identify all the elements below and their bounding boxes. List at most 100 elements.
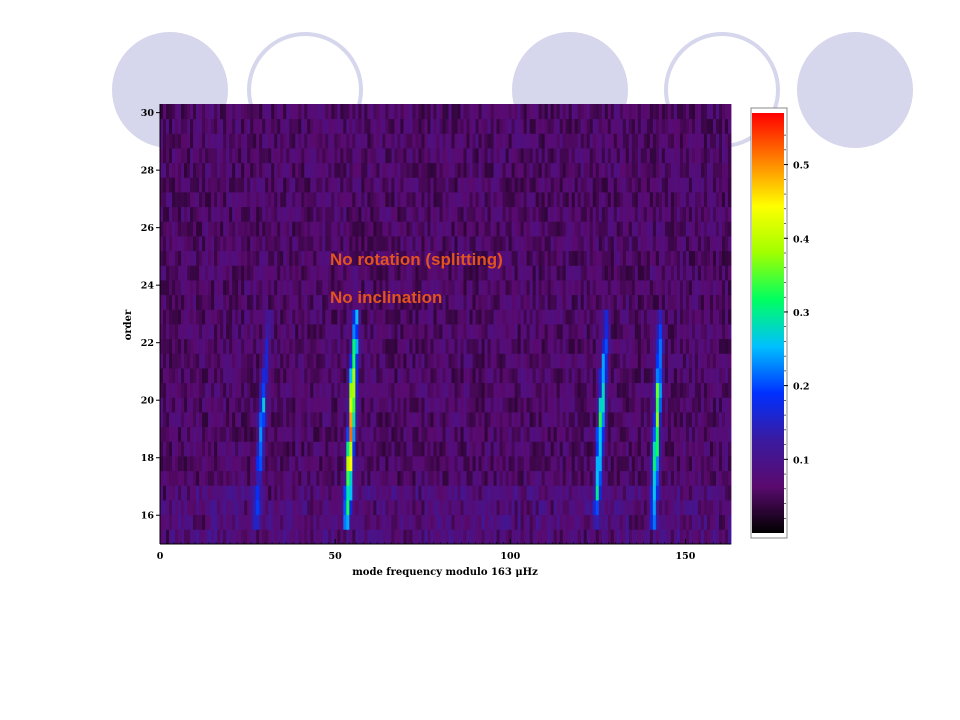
heatmap-cell: [364, 470, 368, 486]
heatmap-cell: [709, 485, 714, 501]
heatmap-cell: [565, 514, 570, 530]
heatmap-cell: [589, 426, 594, 442]
heatmap-cell: [295, 265, 299, 281]
heatmap-cell: [256, 514, 260, 530]
heatmap-cell: [331, 294, 335, 310]
heatmap-cell: [343, 397, 347, 413]
heatmap-cell: [709, 324, 714, 340]
heatmap-cell: [691, 368, 696, 384]
heatmap-cell: [601, 324, 606, 340]
heatmap-cell: [589, 192, 594, 208]
heatmap-cell: [400, 236, 404, 252]
heatmap-cell: [406, 338, 410, 354]
heatmap-cell: [667, 456, 672, 472]
heatmap-cell: [694, 206, 699, 222]
heatmap-cell: [628, 294, 633, 310]
heatmap-cell: [643, 368, 648, 384]
heatmap-cell: [490, 294, 494, 310]
heatmap-cell: [208, 529, 212, 545]
heatmap-cell: [421, 250, 425, 266]
heatmap-cell: [619, 514, 624, 530]
heatmap-cell: [271, 353, 275, 369]
heatmap-cell: [313, 514, 317, 530]
heatmap-cell: [214, 470, 218, 486]
heatmap-cell: [478, 441, 482, 457]
heatmap-cell: [712, 221, 717, 237]
heatmap-cell: [622, 162, 627, 178]
heatmap-cell: [289, 148, 293, 164]
heatmap-cell: [655, 221, 660, 237]
heatmap-cell: [619, 529, 624, 545]
heatmap-cell: [550, 500, 555, 516]
heatmap-cell: [436, 324, 440, 340]
heatmap-cell: [577, 162, 582, 178]
heatmap-cell: [400, 470, 404, 486]
heatmap-cell: [721, 397, 726, 413]
heatmap-cell: [469, 250, 473, 266]
heatmap-cell: [202, 441, 206, 457]
heatmap-cell: [679, 368, 684, 384]
heatmap-cell: [349, 206, 353, 222]
heatmap-cell: [268, 221, 272, 237]
heatmap-cell: [607, 412, 612, 428]
heatmap-cell: [328, 529, 332, 545]
heatmap-cell: [169, 500, 173, 516]
heatmap-cell: [229, 265, 233, 281]
heatmap-cell: [358, 426, 362, 442]
heatmap-cell: [388, 514, 392, 530]
heatmap-cell: [433, 485, 437, 501]
heatmap-cell: [355, 412, 359, 428]
heatmap-cell: [649, 162, 654, 178]
heatmap-cell: [565, 162, 570, 178]
heatmap-cell: [574, 338, 579, 354]
heatmap-cell: [292, 353, 296, 369]
heatmap-cell: [385, 177, 389, 193]
heatmap-cell: [457, 265, 461, 281]
heatmap-cell: [388, 221, 392, 237]
heatmap-cell: [448, 456, 452, 472]
heatmap-cell: [547, 309, 552, 325]
heatmap-cell: [346, 177, 350, 193]
heatmap-cell: [529, 397, 534, 413]
heatmap-cell: [505, 441, 510, 457]
heatmap-cell: [334, 397, 338, 413]
heatmap-cell: [343, 500, 347, 516]
heatmap-cell: [325, 294, 329, 310]
heatmap-cell: [580, 353, 585, 369]
heatmap-cell: [601, 485, 606, 501]
heatmap-cell: [280, 500, 284, 516]
heatmap-cell: [349, 177, 353, 193]
heatmap-cell: [334, 192, 338, 208]
heatmap-cell: [676, 500, 681, 516]
heatmap-cell: [526, 338, 531, 354]
heatmap-cell: [397, 236, 401, 252]
heatmap-cell: [322, 485, 326, 501]
heatmap-cell: [643, 250, 648, 266]
heatmap-cell: [160, 177, 164, 193]
heatmap-cell: [415, 353, 419, 369]
heatmap-cell: [646, 485, 651, 501]
heatmap-cell: [334, 162, 338, 178]
heatmap-cell: [724, 250, 729, 266]
heatmap-cell: [646, 353, 651, 369]
heatmap-cell: [388, 500, 392, 516]
heatmap-cell: [430, 206, 434, 222]
heatmap-cell: [178, 382, 182, 398]
heatmap-cell: [511, 368, 516, 384]
heatmap-cell: [553, 426, 558, 442]
heatmap-cell: [571, 382, 576, 398]
heatmap-cell: [670, 441, 675, 457]
heatmap-cell: [226, 177, 230, 193]
heatmap-cell: [289, 192, 293, 208]
heatmap-cell: [289, 250, 293, 266]
heatmap-cell: [700, 529, 705, 545]
heatmap-cell: [316, 397, 320, 413]
heatmap-cell: [577, 192, 582, 208]
heatmap-cell: [352, 294, 356, 310]
heatmap-cell: [727, 397, 732, 413]
heatmap-cell: [310, 236, 314, 252]
heatmap-cell: [412, 514, 416, 530]
heatmap-cell: [451, 470, 455, 486]
heatmap-cell: [646, 382, 651, 398]
heatmap-cell: [472, 397, 476, 413]
